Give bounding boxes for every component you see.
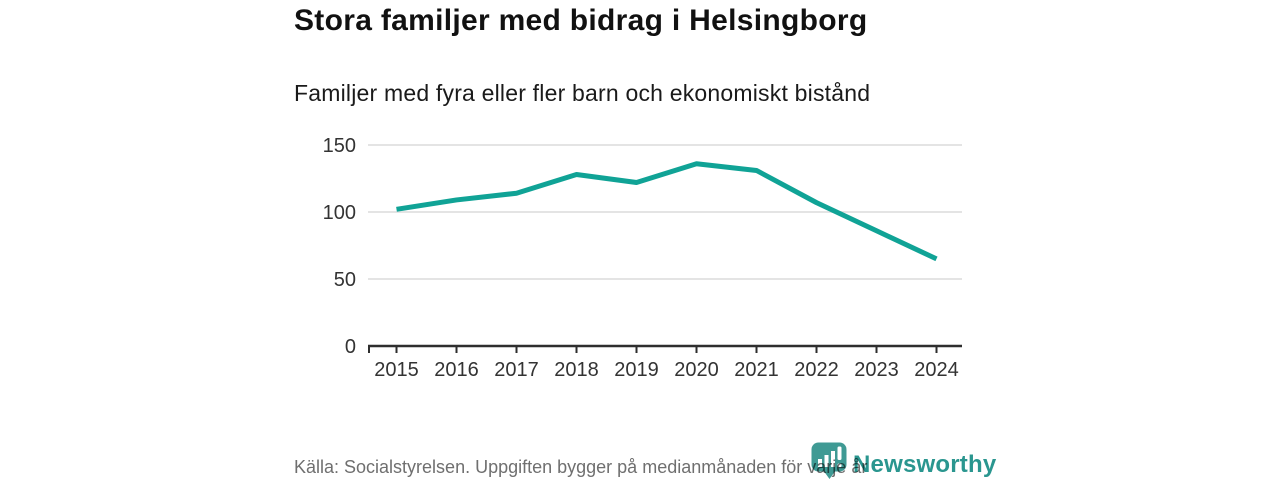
x-tick-label-2021: 2021 (734, 359, 779, 381)
x-tick-label-2019: 2019 (614, 359, 659, 381)
x-tick-label-2015: 2015 (374, 359, 419, 381)
newsworthy-wordmark: Newsworthy (853, 451, 997, 478)
y-tick-label-0: 0 (345, 336, 356, 358)
x-tick-label-2024: 2024 (914, 359, 959, 381)
chart-title: Stora familjer med bidrag i Helsingborg (294, 4, 868, 37)
data-line-0 (396, 161, 938, 262)
source-attribution: Källa: Socialstyrelsen. Uppgiften bygger… (294, 457, 868, 477)
x-tick-label-2018: 2018 (554, 359, 599, 381)
y-tick-label-50: 50 (334, 269, 356, 291)
y-tick-label-100: 100 (323, 202, 356, 224)
x-tick-label-2020: 2020 (674, 359, 719, 381)
x-tick-label-2022: 2022 (794, 359, 839, 381)
newsworthy-chart-bubble-icon (811, 442, 847, 479)
x-tick-label-2017: 2017 (494, 359, 539, 381)
x-tick-label-2023: 2023 (854, 359, 899, 381)
chart-subtitle: Familjer med fyra eller fler barn och ek… (294, 80, 871, 106)
x-tick-label-2016: 2016 (434, 359, 479, 381)
y-tick-label-150: 150 (323, 135, 356, 157)
newsworthy-logo[interactable]: Newsworthy (810, 441, 996, 479)
